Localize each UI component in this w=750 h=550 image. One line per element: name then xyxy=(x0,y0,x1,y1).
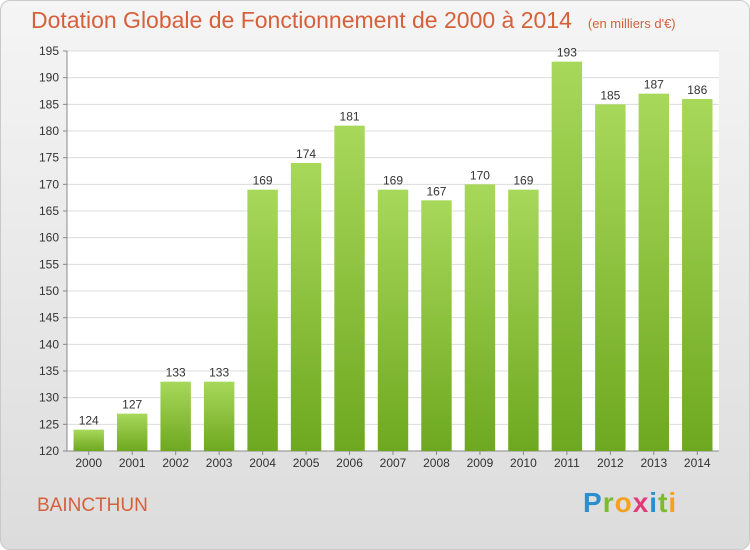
data-label: 169 xyxy=(383,174,403,188)
x-tick-label: 2007 xyxy=(380,456,407,470)
bar xyxy=(638,93,670,452)
y-tick-label: 195 xyxy=(39,44,59,58)
y-tick-label: 155 xyxy=(39,257,59,271)
logo-letter: x xyxy=(632,487,650,518)
y-tick-label: 135 xyxy=(39,364,59,378)
y-tick-label: 185 xyxy=(39,97,59,111)
y-tick-label: 180 xyxy=(39,124,59,138)
data-label: 186 xyxy=(687,83,707,97)
x-tick-label: 2006 xyxy=(336,456,363,470)
y-tick-label: 160 xyxy=(39,231,59,245)
y-tick-label: 150 xyxy=(39,284,59,298)
bar xyxy=(682,99,713,451)
x-tick-label: 2004 xyxy=(249,456,276,470)
y-tick-label: 140 xyxy=(39,337,59,351)
logo-letter: t xyxy=(658,487,669,518)
x-tick-label: 2002 xyxy=(162,456,189,470)
y-tick-label: 175 xyxy=(39,151,59,165)
chart-title-text: Dotation Globale de Fonctionnement de 20… xyxy=(31,7,572,33)
x-tick-label: 2008 xyxy=(423,456,450,470)
y-tick-label: 120 xyxy=(39,444,59,458)
bar xyxy=(377,189,409,451)
logo-letter: o xyxy=(614,487,633,518)
bar xyxy=(247,189,278,451)
x-tick-label: 2000 xyxy=(75,456,102,470)
data-label: 169 xyxy=(513,174,533,188)
bar xyxy=(116,413,148,451)
logo-letter: r xyxy=(602,487,615,518)
x-tick-label: 2013 xyxy=(640,456,667,470)
x-tick-label: 2014 xyxy=(684,456,711,470)
data-label: 133 xyxy=(209,366,229,380)
x-tick-label: 2009 xyxy=(467,456,494,470)
x-tick-label: 2005 xyxy=(293,456,320,470)
data-label: 170 xyxy=(470,168,490,182)
data-label: 133 xyxy=(166,366,186,380)
bar xyxy=(464,184,496,452)
y-tick-label: 130 xyxy=(39,391,59,405)
y-tick-label: 145 xyxy=(39,311,59,325)
proxiti-logo: Proxiti xyxy=(583,487,677,519)
chart-title: Dotation Globale de Fonctionnement de 20… xyxy=(31,7,676,34)
x-tick-label: 2001 xyxy=(119,456,146,470)
x-tick-label: 2003 xyxy=(206,456,233,470)
y-tick-label: 190 xyxy=(39,71,59,85)
bar xyxy=(595,104,626,451)
bar xyxy=(551,61,583,452)
data-label: 174 xyxy=(296,147,316,161)
bar xyxy=(290,163,322,451)
data-label: 167 xyxy=(426,184,446,198)
logo-letter: i xyxy=(649,487,659,518)
x-tick-label: 2010 xyxy=(510,456,537,470)
x-tick-label: 2011 xyxy=(554,456,580,470)
data-label: 124 xyxy=(79,414,99,428)
y-tick-label: 125 xyxy=(39,417,59,431)
data-label: 181 xyxy=(340,110,360,124)
data-label: 187 xyxy=(644,78,664,92)
y-tick-label: 165 xyxy=(39,204,59,218)
bar xyxy=(421,200,452,451)
bar xyxy=(73,429,104,451)
data-label: 169 xyxy=(253,174,273,188)
logo-letter: P xyxy=(583,487,603,518)
chart-subtitle: (en milliers d'€) xyxy=(587,16,676,31)
data-label: 185 xyxy=(600,88,620,102)
y-tick-label: 170 xyxy=(39,177,59,191)
bar xyxy=(160,381,191,451)
x-tick-label: 2012 xyxy=(597,456,624,470)
bar xyxy=(334,125,365,452)
data-label: 127 xyxy=(122,398,142,412)
data-label: 193 xyxy=(557,46,577,60)
bar xyxy=(508,189,539,451)
logo-letter: i xyxy=(668,487,678,518)
commune-name: BAINCTHUN xyxy=(37,495,148,516)
bar xyxy=(203,381,235,451)
